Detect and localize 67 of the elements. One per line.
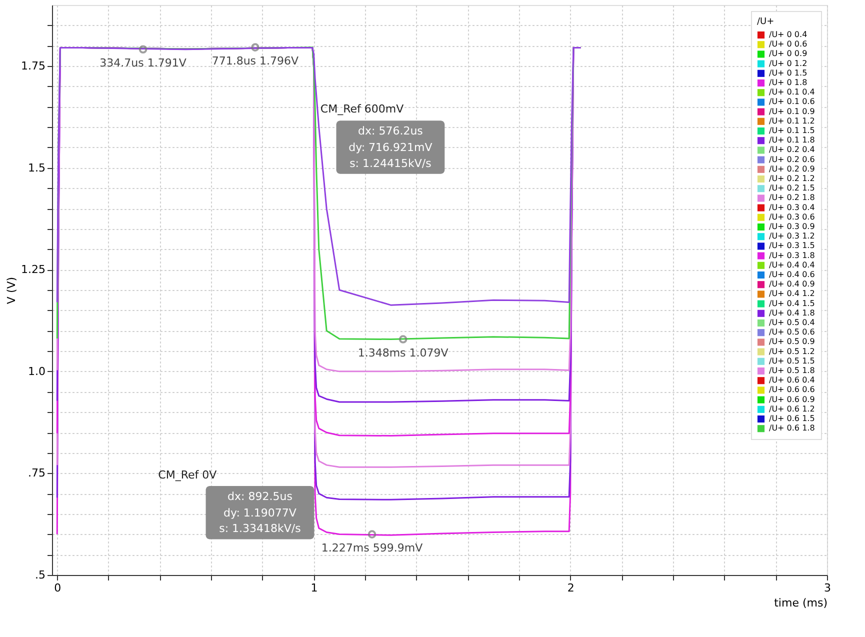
y-tick-label: .5 — [35, 568, 46, 582]
annotation: dy: 1.19077V — [224, 506, 297, 520]
annotation: 334.7us 1.791V — [100, 56, 187, 70]
legend-label: /U+ 0.2 0.6 — [769, 154, 815, 164]
legend-label: /U+ 0.3 0.4 — [769, 202, 815, 212]
legend-label: /U+ 0.4 1.2 — [769, 289, 815, 298]
legend-label: /U+ 0 0.4 — [769, 30, 808, 39]
legend-label: /U+ 0.5 0.6 — [769, 328, 815, 337]
legend-label: /U+ 0.4 0.9 — [769, 280, 815, 289]
legend-label: /U+ 0.6 0.6 — [769, 385, 815, 394]
legend-label: /U+ 0.1 1.8 — [769, 136, 815, 145]
legend-label: /U+ 0.3 1.2 — [769, 232, 815, 241]
legend-label: /U+ 0.1 1.2 — [769, 116, 815, 126]
legend-label: /U+ 0.6 1.2 — [769, 404, 815, 414]
legend-label: /U+ 0.2 1.2 — [769, 174, 815, 183]
legend-label: /U+ 0.6 0.4 — [769, 376, 815, 385]
legend-label: /U+ 0.3 1.5 — [769, 241, 815, 250]
legend-title: /U+ — [757, 17, 774, 27]
annotation: s: 1.24415kV/s — [350, 156, 432, 170]
legend-label: /U+ 0 0.6 — [769, 40, 808, 49]
legend-label: /U+ 0.3 0.9 — [769, 222, 815, 231]
legend-label: /U+ 0.6 1.5 — [769, 414, 815, 423]
legend-label: /U+ 0.5 1.2 — [769, 346, 815, 356]
legend-label: /U+ 0 1.2 — [769, 58, 808, 68]
y-tick-label: 1.75 — [21, 60, 46, 73]
y-tick-label: 1.0 — [28, 364, 46, 378]
legend-label: /U+ 0.4 0.6 — [769, 270, 815, 279]
y-axis-title: V (V) — [5, 276, 18, 304]
x-tick-label: 2 — [567, 582, 574, 594]
legend-label: /U+ 0.4 1.8 — [769, 308, 815, 318]
legend-label: /U+ 0.5 1.8 — [769, 366, 815, 375]
y-tick-label: 1.5 — [28, 161, 46, 174]
x-tick-label: 0 — [54, 582, 62, 594]
annotation: dy: 716.921mV — [348, 141, 433, 154]
x-axis-title: time (ms) — [774, 596, 828, 610]
legend-label: /U+ 0.4 0.4 — [769, 260, 815, 270]
legend-label: /U+ 0.1 0.9 — [769, 106, 815, 116]
legend-label: /U+ 0.3 0.6 — [769, 212, 815, 222]
legend-label: /U+ 0.1 1.5 — [769, 126, 815, 135]
x-tick-label: 1 — [310, 582, 318, 594]
annotation: 771.8us 1.796V — [212, 54, 300, 68]
legend-label: /U+ 0.1 0.6 — [769, 97, 815, 106]
annotation: dx: 892.5us — [228, 490, 293, 504]
annotation: CM_Ref 600mV — [320, 102, 404, 116]
legend-label: /U+ 0.6 1.8 — [769, 424, 815, 433]
legend-label: /U+ 0.5 1.5 — [769, 356, 815, 366]
y-tick-label: .75 — [28, 466, 46, 480]
legend-label: /U+ 0.4 1.5 — [769, 298, 815, 308]
legend-label: /U+ 0.5 0.9 — [769, 337, 815, 346]
annotation: dx: 576.2us — [358, 124, 424, 138]
y-tick-label: 1.25 — [21, 263, 46, 276]
legend-label: /U+ 0.2 1.8 — [769, 193, 815, 202]
annotation: 1.227ms 599.9mV — [321, 541, 424, 554]
legend-label: /U+ 0.1 0.4 — [769, 88, 815, 97]
legend-label: /U+ 0.6 0.9 — [769, 394, 815, 404]
x-tick-label: 3 — [824, 582, 831, 594]
legend-label: /U+ 0 1.5 — [769, 68, 808, 78]
annotation: CM_Ref 0V — [158, 468, 218, 482]
annotation: s: 1.33418kV/s — [219, 522, 302, 536]
annotation: 1.348ms 1.079V — [358, 346, 449, 360]
legend-label: /U+ 0.2 0.4 — [769, 145, 815, 154]
legend-label: /U+ 0.5 0.4 — [769, 318, 815, 327]
legend-label: /U+ 0.2 1.5 — [769, 184, 815, 193]
legend-label: /U+ 0.2 0.9 — [769, 164, 815, 174]
legend-label: /U+ 0 0.9 — [769, 49, 808, 58]
legend-label: /U+ 0 1.8 — [769, 78, 808, 87]
legend-label: /U+ 0.3 1.8 — [769, 250, 815, 260]
